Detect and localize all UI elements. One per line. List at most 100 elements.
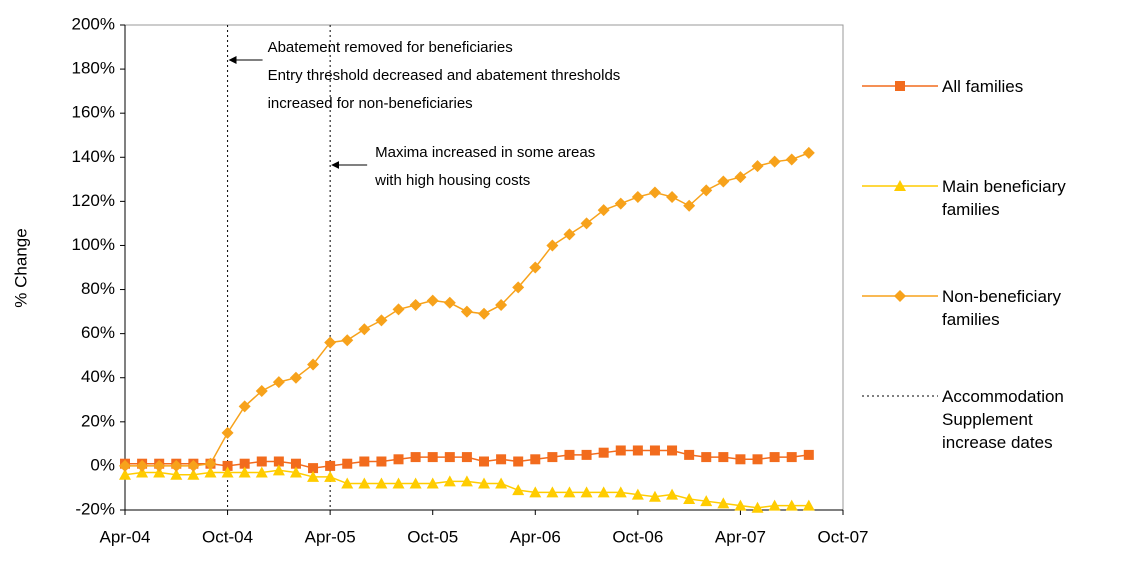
point [426, 477, 439, 489]
y-tick-label: 200% [72, 14, 115, 33]
legend-swatch-marker [895, 81, 905, 91]
legend-label: All families [942, 77, 1024, 96]
point [342, 458, 353, 469]
x-tick-label: Oct-05 [407, 527, 458, 546]
point [204, 466, 217, 478]
point [289, 466, 302, 478]
x-tick-label: Apr-04 [99, 527, 150, 546]
point [752, 454, 763, 465]
point [255, 384, 268, 397]
point [170, 468, 183, 480]
point [684, 449, 695, 460]
x-tick-label: Oct-04 [202, 527, 253, 546]
point [255, 466, 268, 478]
point [701, 452, 712, 463]
point [376, 456, 387, 467]
point [324, 336, 337, 349]
point [751, 160, 764, 173]
point [513, 456, 524, 467]
point [410, 452, 421, 463]
point [153, 466, 166, 478]
point [580, 486, 593, 498]
point [580, 217, 593, 230]
point [751, 501, 764, 513]
point [461, 452, 472, 463]
annotation-text: Maxima increased in some areas [375, 144, 595, 161]
point [632, 445, 643, 456]
point [359, 456, 370, 467]
point [478, 477, 490, 489]
point [581, 449, 592, 460]
point [238, 400, 251, 413]
point [478, 307, 490, 320]
point [392, 303, 405, 316]
point [614, 486, 627, 498]
point [785, 153, 798, 166]
y-tick-label: 180% [72, 59, 115, 78]
point [119, 468, 131, 480]
point [238, 466, 251, 478]
point [546, 486, 559, 498]
point [221, 426, 234, 439]
point [324, 470, 337, 482]
point [239, 458, 250, 469]
point [136, 459, 149, 472]
point [683, 199, 696, 212]
point [648, 490, 661, 502]
point [803, 449, 814, 460]
point [649, 445, 660, 456]
point [290, 458, 301, 469]
point [802, 146, 815, 159]
x-tick-label: Apr-05 [305, 527, 356, 546]
point [495, 477, 508, 489]
point [222, 460, 233, 471]
point [700, 184, 713, 197]
point [273, 456, 284, 467]
y-tick-label: 140% [72, 147, 115, 166]
point [563, 486, 576, 498]
point [530, 454, 541, 465]
point [409, 477, 422, 489]
point [614, 197, 627, 210]
point [734, 171, 747, 184]
point [802, 499, 815, 511]
point [289, 371, 302, 384]
legend-label: Accommodation Supplement increase dates [942, 387, 1064, 452]
point [479, 456, 489, 467]
point [597, 204, 610, 217]
point [307, 358, 320, 371]
point [409, 298, 422, 311]
point [460, 305, 473, 318]
point [443, 475, 456, 487]
point [307, 470, 320, 482]
y-tick-label: 20% [81, 411, 115, 430]
x-tick-label: Oct-06 [612, 527, 663, 546]
point [785, 499, 798, 511]
point [325, 460, 336, 471]
point [667, 445, 678, 456]
point [512, 281, 525, 294]
point [683, 492, 696, 504]
y-tick-label: 80% [81, 279, 115, 298]
point [768, 155, 781, 168]
point [717, 175, 730, 188]
point [358, 477, 371, 489]
point [272, 376, 285, 389]
point [735, 454, 746, 465]
point [221, 466, 234, 478]
point [187, 459, 200, 472]
point [564, 449, 575, 460]
x-tick-label: Apr-07 [715, 527, 766, 546]
point [495, 298, 508, 311]
point [666, 488, 679, 500]
annotation-text: Entry threshold decreased and abatement … [268, 67, 621, 84]
legend-label: Main beneficiary families [942, 177, 1066, 219]
point [427, 452, 438, 463]
point [393, 454, 404, 465]
point [734, 499, 747, 511]
point [597, 486, 610, 498]
x-tick-label: Apr-06 [510, 527, 561, 546]
point [136, 466, 149, 478]
x-tick-label: Oct-07 [817, 527, 868, 546]
